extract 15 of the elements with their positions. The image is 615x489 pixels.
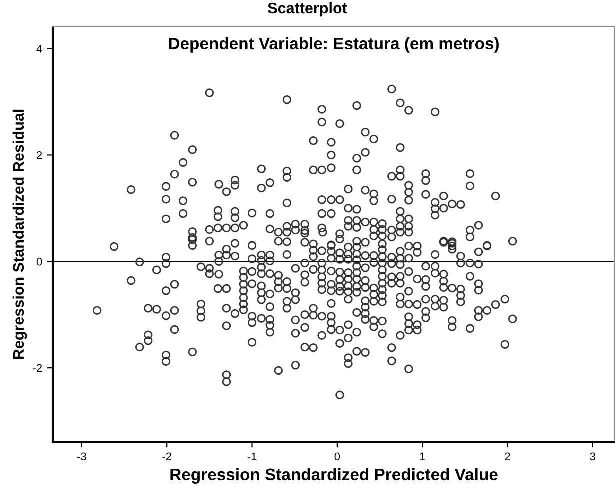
x-axis-title: Regression Standardized Predicted Value bbox=[170, 468, 498, 484]
x-tick-label: 2 bbox=[505, 452, 510, 460]
x-tick-label: -3 bbox=[78, 452, 86, 461]
text: Dependent Variable: Estatura (em metros) bbox=[169, 37, 499, 53]
x-tick-label: -2 bbox=[162, 452, 172, 460]
x-tick-label: 0 bbox=[334, 452, 340, 461]
x-tick-label: -1 bbox=[248, 452, 257, 460]
x-tick-label: 3 bbox=[590, 452, 596, 461]
x-tick-label: 1 bbox=[420, 452, 426, 460]
chart-title: Scatterplot bbox=[268, 2, 348, 17]
y-axis-title: Regression Standardized Residual bbox=[12, 110, 28, 360]
y-tick-label: -2 bbox=[33, 364, 42, 372]
y-tick-label: 4 bbox=[36, 45, 42, 53]
y-tick-label: 0 bbox=[36, 258, 42, 266]
y-tick-label: 2 bbox=[36, 151, 42, 160]
